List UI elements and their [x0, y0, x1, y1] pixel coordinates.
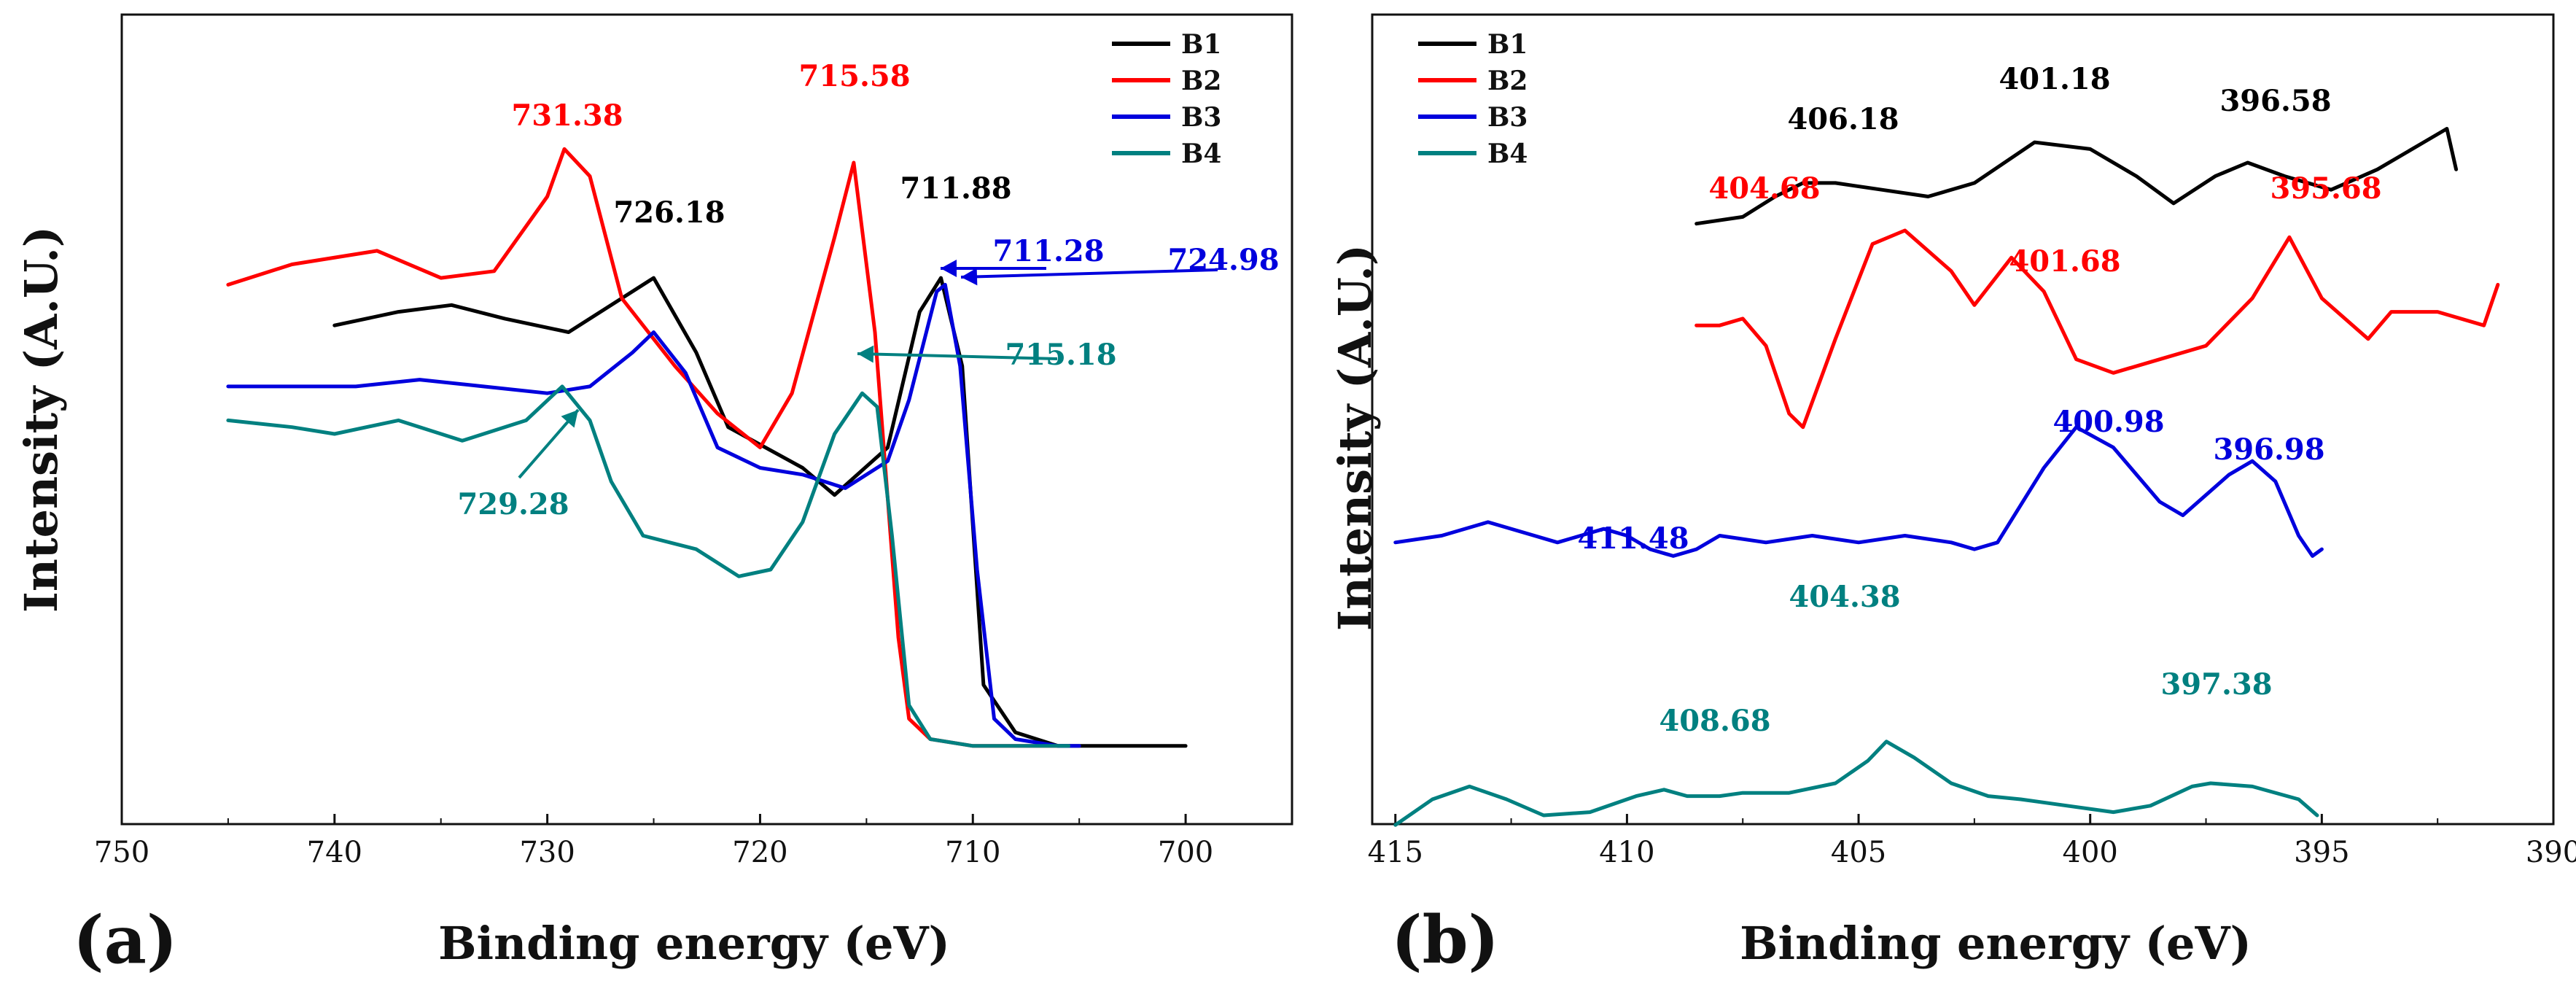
- x-tick-label: 740: [307, 836, 362, 869]
- annotation-arrowhead: [961, 268, 978, 286]
- peak-label: 400.98: [2052, 405, 2164, 439]
- peak-label: 411.48: [1577, 521, 1689, 556]
- x-axis-title: Binding energy (eV): [1740, 917, 2252, 970]
- x-tick-label: 720: [732, 836, 787, 869]
- x-tick-label: 390: [2526, 836, 2576, 869]
- peak-label: 401.68: [2009, 244, 2120, 279]
- peak-label: 404.38: [1789, 580, 1900, 614]
- annotation-arrow: [960, 268, 1218, 279]
- x-tick-label: 750: [94, 836, 149, 869]
- panel-b-chart: 415 410 405 400 395 390 Binding energy (eV) Int…: [1328, 13, 2576, 979]
- series-line-b1: [1694, 127, 2459, 226]
- legend-label-b2: B2: [1487, 66, 1528, 96]
- series-line-b2: [226, 147, 1060, 748]
- peak-label: 724.98: [1167, 243, 1279, 277]
- series-line-b3: [1393, 425, 2324, 558]
- series-line-b4: [1393, 740, 2319, 827]
- y-axis-title: Intensity (A.U.): [1328, 244, 1382, 631]
- annotation-arrowhead: [857, 345, 874, 363]
- peak-label: 731.38: [511, 98, 623, 133]
- legend-label-b4: B4: [1487, 139, 1528, 169]
- legend-label-b4: B4: [1181, 139, 1221, 169]
- annotation-arrowhead: [941, 260, 957, 277]
- legend-label-b3: B3: [1181, 102, 1221, 133]
- peak-label: 715.58: [798, 59, 910, 93]
- series-line-b2: [1694, 228, 2500, 430]
- x-tick-label: 710: [945, 836, 1000, 869]
- series-line-b3: [226, 282, 1081, 748]
- legend-label-b2: B2: [1181, 66, 1221, 96]
- peak-label: 726.18: [613, 195, 725, 230]
- peak-label: 404.68: [1708, 171, 1820, 206]
- peak-label: 397.38: [2160, 667, 2272, 702]
- x-tick-label: 400: [2063, 836, 2118, 869]
- panel-a-chart: 750 740 730 720 710 700 Binding energy (eV) Int…: [15, 13, 1293, 979]
- plot-frame: [120, 13, 1293, 826]
- x-tick-label: 410: [1599, 836, 1654, 869]
- plot-frame: [1371, 13, 2555, 826]
- peak-label: 715.18: [1005, 338, 1116, 372]
- legend-label-b3: B3: [1487, 102, 1528, 133]
- x-tick-label: 395: [2294, 836, 2349, 869]
- peak-label: 401.18: [1999, 62, 2110, 96]
- x-tick-label: 700: [1158, 836, 1213, 869]
- peak-label: 395.68: [2270, 171, 2381, 206]
- x-tick-label: 730: [519, 836, 575, 869]
- peak-label: 396.98: [2213, 432, 2324, 467]
- peak-label: 711.28: [992, 234, 1104, 268]
- series-line-b4: [226, 384, 1071, 748]
- x-tick-label: 415: [1368, 836, 1423, 869]
- peak-label: 729.28: [457, 487, 569, 521]
- peak-label: 408.68: [1659, 704, 1770, 738]
- peak-label: 406.18: [1787, 102, 1899, 136]
- y-axis-title: Intensity (A.U.): [15, 226, 68, 613]
- legend-label-b1: B1: [1181, 29, 1221, 60]
- panel-label: (a): [73, 901, 177, 979]
- x-tick-label: 405: [1831, 836, 1886, 869]
- annotation-arrowhead: [561, 410, 578, 428]
- x-axis-title: Binding energy (eV): [438, 917, 950, 970]
- legend-label-b1: B1: [1487, 29, 1528, 60]
- peak-label: 711.88: [900, 171, 1011, 206]
- peak-label: 396.58: [2219, 84, 2331, 118]
- annotation-arrow: [857, 352, 1058, 360]
- panel-label: (b): [1391, 901, 1499, 979]
